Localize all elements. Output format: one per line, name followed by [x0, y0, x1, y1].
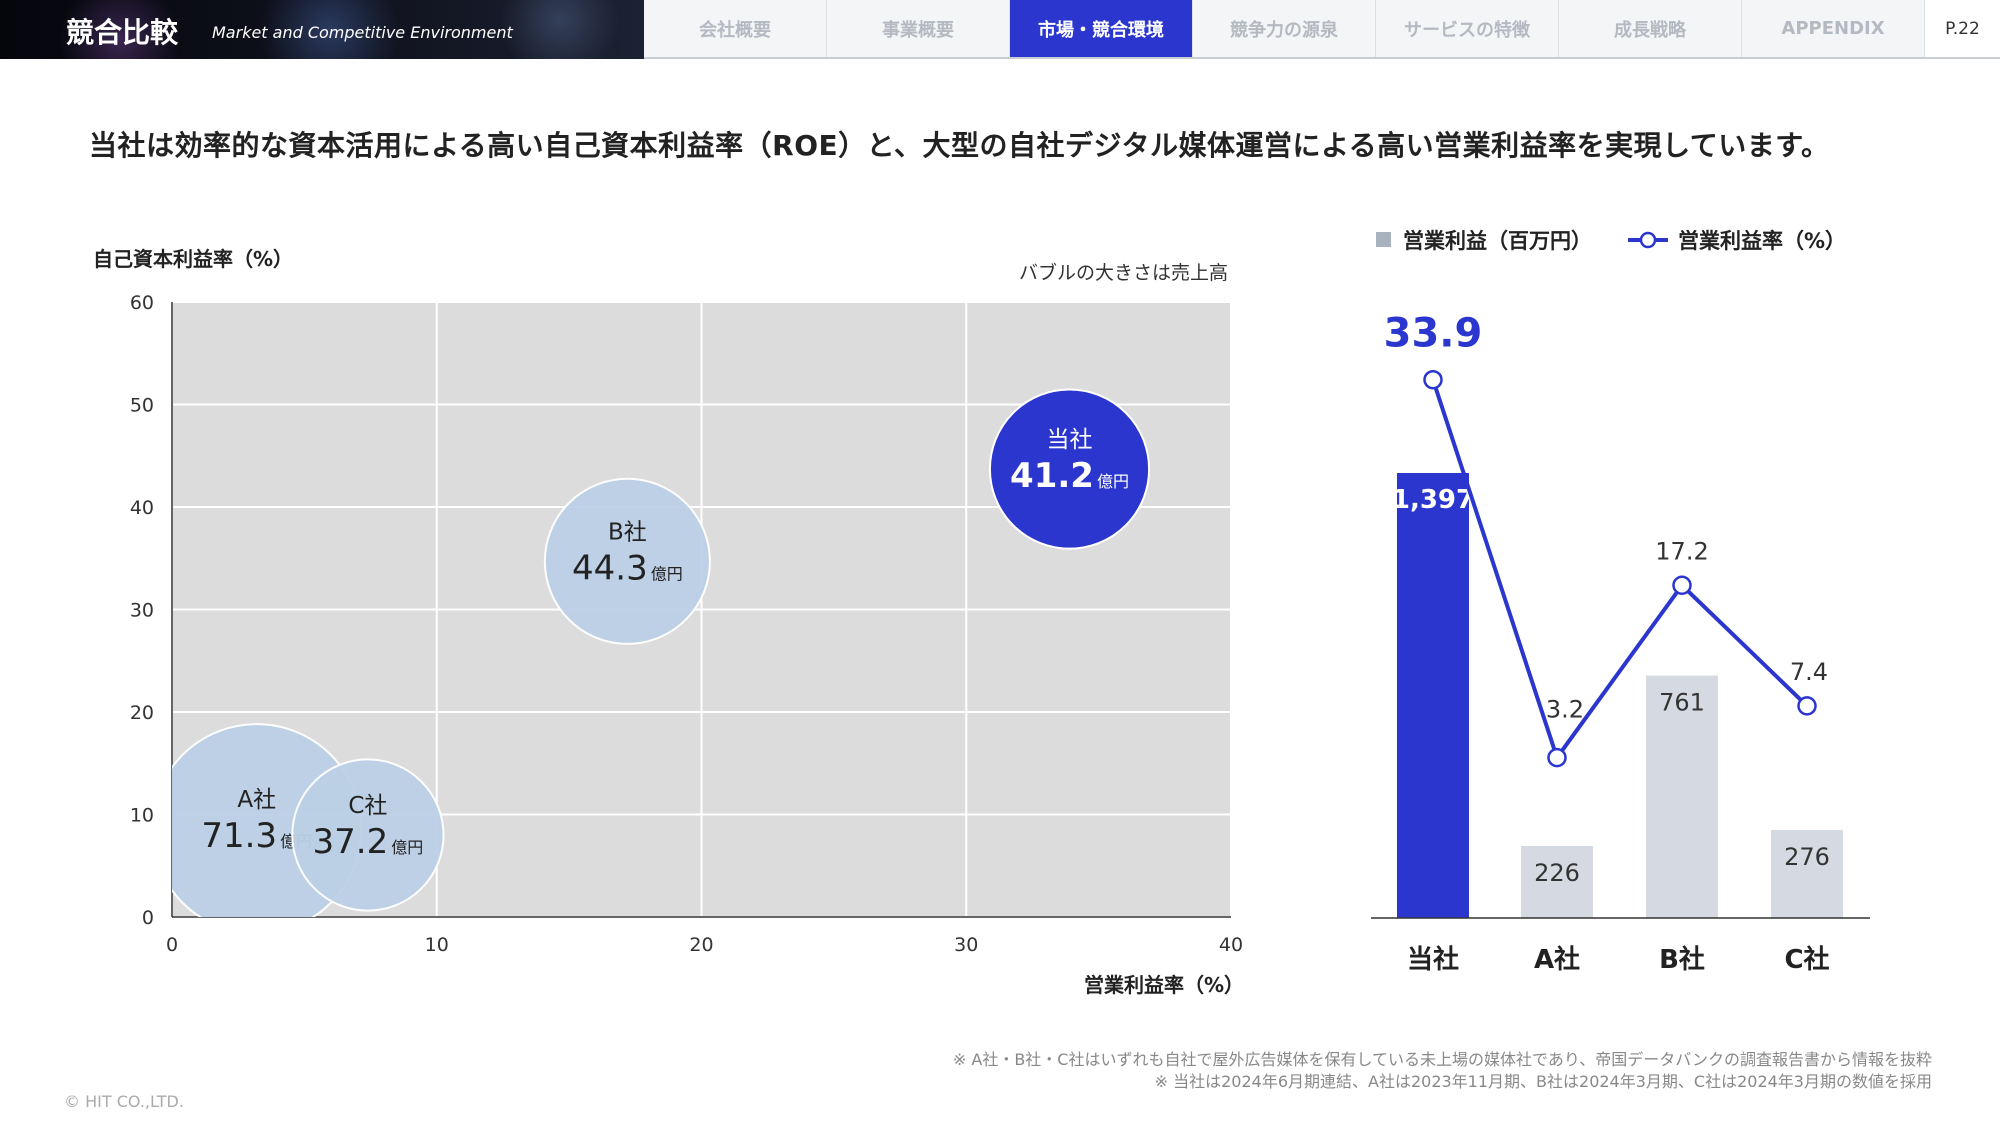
- bar: [1771, 830, 1843, 918]
- tab-business[interactable]: 事業概要: [827, 0, 1010, 57]
- bubble-value-unit: 億円: [391, 838, 423, 857]
- footnote-2: ※ 当社は2024年6月期連結、A社は2023年11月期、B社は2024年3月期…: [1154, 1072, 1932, 1091]
- rate-label: 33.9: [1384, 311, 1483, 357]
- headline: 当社は効率的な資本活用による高い自己資本利益率（ROE）と、大型の自社デジタル媒…: [89, 129, 1830, 162]
- x-tick-label: 40: [1219, 934, 1243, 956]
- bar: [1521, 846, 1593, 918]
- rate-marker: [1423, 369, 1443, 390]
- bar: [1646, 675, 1718, 918]
- bubble-value: 37.2 億円: [313, 822, 424, 862]
- bubble: [291, 758, 445, 912]
- copyright: © HIT CO.,LTD.: [64, 1092, 184, 1111]
- category-label: 当社: [1407, 944, 1459, 975]
- rate-marker: [1672, 575, 1692, 596]
- x-tick-label: 10: [425, 934, 449, 956]
- tab-strategy[interactable]: 成長戦略: [1559, 0, 1742, 57]
- y-tick-label: 0: [142, 907, 154, 929]
- bubble-value-number: 44.3: [572, 548, 648, 588]
- tab-appendix[interactable]: APPENDIX: [1742, 0, 1925, 57]
- bubble-y-label: 自己資本利益率（%）: [93, 247, 294, 271]
- bubble-value-unit: 億円: [1097, 472, 1129, 491]
- bar-line-chart: 営業利益（百万円） 営業利益率（%） 1,397 当社 226 A社 761 B社 276 C社 3…: [1371, 229, 1870, 975]
- rate-label: 17.2: [1655, 537, 1708, 565]
- legend-line-label: 営業利益率（%）: [1678, 229, 1846, 253]
- bubble-value-number: 37.2: [313, 822, 389, 862]
- rate-marker: [1797, 696, 1817, 716]
- category-label: A社: [1534, 944, 1580, 975]
- tab-competitiveness[interactable]: 競争力の源泉: [1193, 0, 1376, 57]
- bar-label: 276: [1784, 843, 1830, 871]
- bubble-size-note: バブルの大きさは売上高: [1018, 262, 1228, 284]
- rate-marker: [1547, 747, 1567, 768]
- bubble-value: 71.3億円: [201, 816, 312, 856]
- bubble-value: 44.3 億円: [572, 548, 683, 588]
- rate-label: 7.4: [1790, 658, 1828, 686]
- tab-service[interactable]: サービスの特徴: [1376, 0, 1559, 57]
- x-tick-label: 30: [954, 934, 978, 956]
- page-number: P.22: [1945, 18, 1980, 39]
- y-tick-label: 40: [130, 497, 154, 519]
- nav-tabs: 会社概要 事業概要 市場・競合環境 競争力の源泉 サービスの特徴 成長戦略 AP…: [644, 0, 2000, 59]
- y-tick-label: 10: [130, 805, 154, 827]
- bubble-x-label: 営業利益率（%）: [1084, 973, 1245, 997]
- bubble: [543, 477, 711, 645]
- bubble: [988, 388, 1151, 550]
- bar-label: 761: [1659, 689, 1705, 717]
- header-banner: 競合比較 Market and Competitive Environment: [0, 0, 644, 59]
- bar-label: 1,397: [1392, 485, 1474, 515]
- y-tick-label: 60: [130, 292, 154, 314]
- bar-label: 226: [1534, 859, 1580, 887]
- footnote-1: ※ A社・B社・C社はいずれも自社で屋外広告媒体を保有している未上場の媒体社であ…: [952, 1050, 1932, 1069]
- bubble-name: A社: [237, 787, 276, 813]
- y-tick-label: 20: [130, 702, 154, 724]
- bubble-name: 当社: [1047, 427, 1093, 453]
- bar: [1397, 473, 1469, 918]
- x-tick-label: 20: [689, 934, 713, 956]
- legend-bar-swatch: [1376, 232, 1391, 247]
- legend-line-marker: [1639, 231, 1657, 249]
- x-tick-label: 0: [166, 934, 178, 956]
- y-tick-label: 50: [130, 395, 154, 417]
- bubble-value-number: 71.3: [201, 816, 277, 856]
- bubble-chart: 0102030400102030405060A社71.3億円C社37.2億円B社…: [130, 292, 1243, 956]
- bubble-name: C社: [348, 793, 387, 819]
- section-subtitle: Market and Competitive Environment: [212, 23, 513, 42]
- tab-market[interactable]: 市場・競合環境: [1010, 0, 1193, 57]
- bubble-value-number: 41.2: [1010, 456, 1094, 496]
- rate-label: 3.2: [1546, 696, 1584, 724]
- category-label: B社: [1659, 944, 1705, 975]
- legend-bar-label: 営業利益（百万円）: [1403, 229, 1592, 253]
- rate-line: [1431, 379, 1809, 762]
- y-tick-label: 30: [130, 600, 154, 622]
- tab-company[interactable]: 会社概要: [644, 0, 827, 57]
- category-label: C社: [1784, 944, 1829, 975]
- bubble-name: B社: [608, 519, 647, 545]
- bubble-value-unit: 億円: [651, 564, 683, 583]
- bubble-value: 41.2 億円: [1010, 456, 1129, 496]
- section-title: 競合比較: [66, 16, 179, 49]
